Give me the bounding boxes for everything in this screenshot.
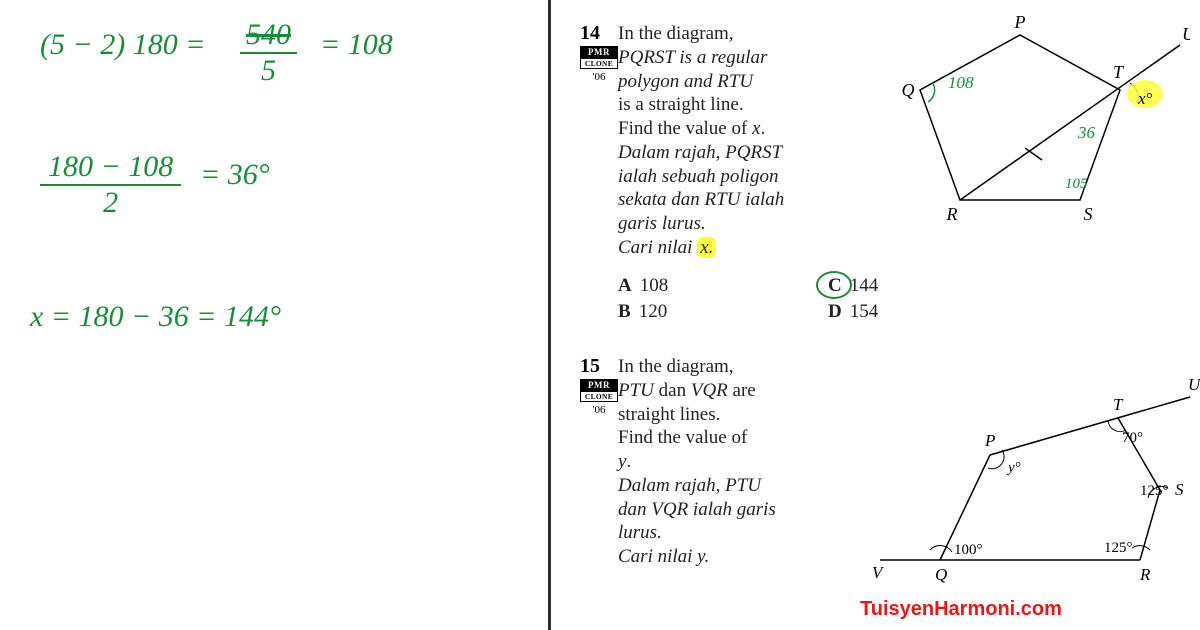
q15-badge: PMR CLONE '06 <box>580 379 618 416</box>
svg-text:Q: Q <box>902 80 915 100</box>
svg-text:R: R <box>1139 565 1151 584</box>
svg-text:y°: y° <box>1006 460 1021 476</box>
q15-diagram: P Q R S T U V 70° y° 125° 125° 100° <box>860 360 1200 590</box>
q15-text: In the diagram, PTU dan VQR are straight… <box>618 355 853 569</box>
handwriting-line-1: (5 − 2) 180 = <box>40 28 205 62</box>
badge-clone: CLONE <box>580 58 618 69</box>
svg-text:T: T <box>1113 395 1124 414</box>
handwriting-line-2: 180 − 108 2 <box>40 150 181 220</box>
handwriting-ans-1: = 108 <box>320 28 393 62</box>
q15-number: 15 <box>580 355 600 378</box>
svg-text:105: 105 <box>1065 176 1088 192</box>
opt-d: D154 <box>828 301 878 323</box>
svg-text:108: 108 <box>948 73 974 92</box>
svg-text:70°: 70° <box>1122 430 1143 446</box>
badge-pmr: PMR <box>580 379 618 391</box>
q14-badge: PMR CLONE '06 <box>580 46 618 83</box>
badge-pmr: PMR <box>580 46 618 58</box>
badge-clone: CLONE <box>580 391 618 402</box>
svg-text:Q: Q <box>935 565 947 584</box>
svg-text:125°: 125° <box>1140 483 1169 499</box>
svg-text:x°: x° <box>1137 89 1153 108</box>
svg-text:T: T <box>1113 62 1125 82</box>
divider <box>548 0 551 630</box>
opt-c: C144 <box>828 275 878 297</box>
left-pane: (5 − 2) 180 = 540 5 = 108 180 − 108 2 = … <box>0 0 548 630</box>
svg-text:U: U <box>1188 375 1200 394</box>
q14-number: 14 <box>580 22 600 45</box>
circle-annotation <box>816 271 852 299</box>
svg-text:P: P <box>1014 12 1026 32</box>
svg-text:S: S <box>1175 480 1184 499</box>
svg-text:V: V <box>872 563 885 582</box>
badge-year: '06 <box>580 404 618 416</box>
badge-year: '06 <box>580 71 618 83</box>
svg-text:S: S <box>1084 204 1093 224</box>
svg-text:P: P <box>984 431 995 450</box>
svg-text:100°: 100° <box>954 542 983 558</box>
right-pane: 14 PMR CLONE '06 In the diagram, PQRST i… <box>560 0 1200 630</box>
handwriting-line-3: x = 180 − 36 = 144° <box>30 300 281 334</box>
q14-diagram: P Q R S T U x° 108 36 105 <box>870 10 1190 240</box>
opt-a: A108 <box>618 275 668 297</box>
svg-text:36: 36 <box>1077 123 1096 142</box>
svg-text:125°: 125° <box>1104 540 1133 556</box>
svg-text:R: R <box>946 204 958 224</box>
svg-text:U: U <box>1182 24 1190 44</box>
handwriting-frac-1: 540 5 <box>240 18 297 88</box>
opt-b: B120 <box>618 301 667 323</box>
q14-text: In the diagram, PQRST is a regular polyg… <box>618 22 853 260</box>
handwriting-ans-2: = 36° <box>200 158 270 192</box>
watermark: TuisyenHarmoni.com <box>860 598 1062 621</box>
